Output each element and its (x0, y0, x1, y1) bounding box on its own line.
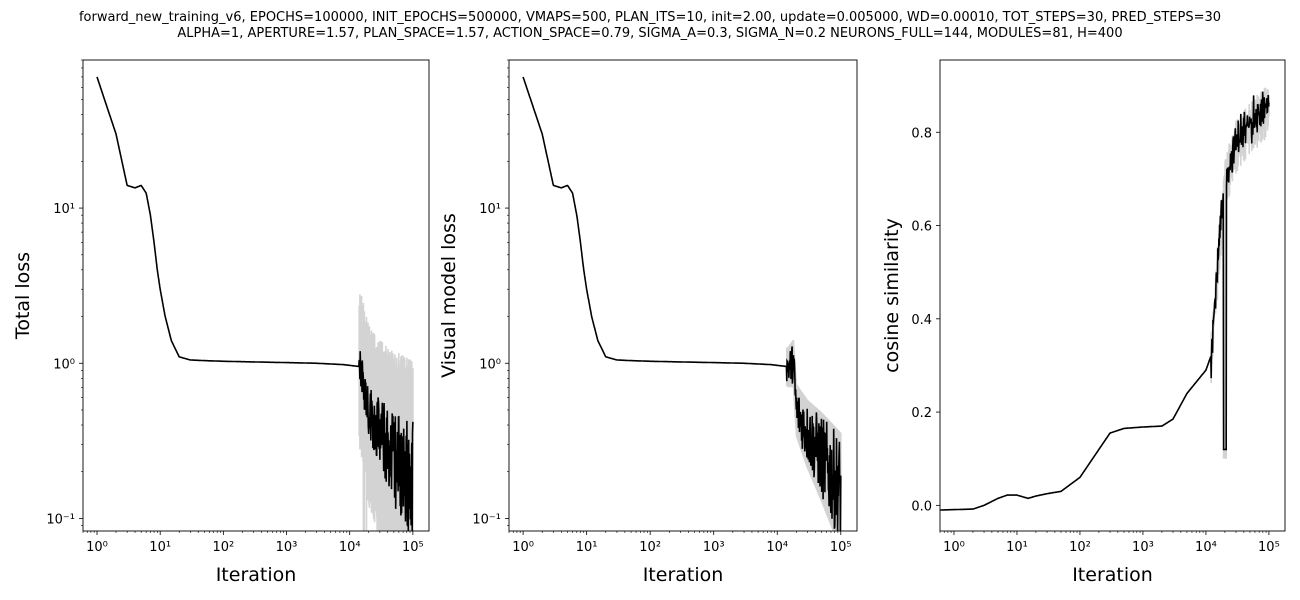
y-axis-label: Visual model loss (438, 213, 460, 378)
x-axis: 10⁰ 10¹ 10² 10³ 10⁴ 10⁵ Iteration (508, 531, 852, 586)
x-tick-label: 10⁵ (830, 540, 852, 555)
x-tick-label: 10¹ (576, 540, 598, 555)
y-axis: 0.0 0.2 0.4 0.6 0.8 cosine similarity (881, 126, 940, 514)
x-tick-label: 10⁰ (86, 540, 108, 555)
y-axis-label: cosine similarity (881, 218, 903, 373)
y-tick-label: 0.2 (911, 406, 932, 421)
x-tick-label: 10¹ (1006, 540, 1028, 555)
y-tick-label: 10¹ (479, 202, 501, 217)
plot-area (522, 76, 842, 531)
y-tick-label: 10⁰ (479, 357, 501, 372)
mean-line (940, 91, 1270, 511)
x-tick-label: 10⁰ (512, 540, 534, 555)
x-tick-label: 10⁰ (943, 540, 965, 555)
x-tick-label: 10² (639, 540, 661, 555)
x-axis-label: Iteration (643, 564, 724, 586)
y-tick-label: 0.4 (911, 313, 932, 328)
figure-title-line-2: ALPHA=1, APERTURE=1.57, PLAN_SPACE=1.57,… (177, 26, 1123, 41)
x-tick-label: 10³ (703, 540, 725, 555)
axes-frame (508, 59, 858, 532)
y-tick-label: 10⁻¹ (472, 512, 501, 527)
plot-area (940, 87, 1270, 511)
x-tick-label: 10³ (276, 540, 298, 555)
x-tick-label: 10² (1069, 540, 1091, 555)
y-axis: 10⁻¹ 10⁰ 10¹ Visual model loss (438, 59, 509, 527)
axes-frame (939, 59, 1286, 532)
x-tick-label: 10⁵ (1258, 540, 1280, 555)
y-tick-label: 0.0 (911, 499, 932, 514)
x-axis: 10⁰ 10¹ 10² 10³ 10⁴ 10⁵ Iteration (939, 531, 1280, 586)
x-tick-label: 10³ (1132, 540, 1154, 555)
y-tick-label: 10⁻¹ (46, 512, 75, 527)
plot-area (96, 76, 414, 531)
x-tick-label: 10⁵ (402, 540, 424, 555)
mean-line (522, 76, 842, 531)
x-axis-label: Iteration (216, 564, 297, 586)
axes-frame (82, 59, 430, 532)
y-tick-label: 10⁰ (53, 357, 75, 372)
x-tick-label: 10² (212, 540, 234, 555)
y-tick-label: 0.6 (911, 220, 932, 235)
x-axis-label: Iteration (1072, 564, 1153, 586)
x-tick-label: 10⁴ (339, 540, 361, 555)
x-tick-label: 10⁴ (1195, 540, 1217, 555)
y-tick-label: 10¹ (53, 202, 75, 217)
figure-title-line-1: forward_new_training_v6, EPOCHS=100000, … (78, 10, 1222, 25)
y-axis-label: Total loss (12, 252, 34, 340)
mean-line (96, 76, 414, 531)
x-tick-label: 10⁴ (766, 540, 788, 555)
std-band (1210, 87, 1270, 459)
x-tick-label: 10¹ (149, 540, 171, 555)
x-axis: 10⁰ 10¹ 10² 10³ 10⁴ 10⁵ Iteration (82, 531, 424, 586)
y-tick-label: 0.8 (911, 126, 932, 141)
y-axis: 10⁻¹ 10⁰ 10¹ Total loss (12, 59, 83, 527)
